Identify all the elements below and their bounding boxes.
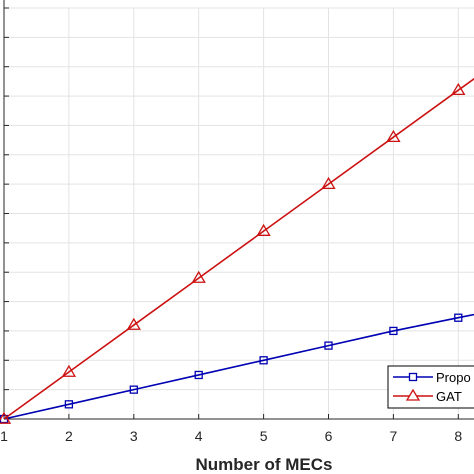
x-tick-label: 4 bbox=[195, 428, 203, 444]
data-point-triangle bbox=[451, 82, 466, 96]
plot-frame bbox=[3, 0, 474, 420]
data-point-square bbox=[129, 385, 138, 394]
series-line-2 bbox=[3, 77, 474, 420]
series-lines bbox=[0, 77, 474, 424]
x-tick-labels: 1 2 3 4 5 6 7 8 bbox=[0, 414, 462, 444]
x-axis-title: Number of MECs bbox=[196, 455, 333, 474]
x-tick-label: 6 bbox=[325, 428, 333, 444]
data-point-triangle bbox=[256, 223, 271, 236]
data-point-triangle bbox=[191, 270, 206, 283]
x-tick-label: 2 bbox=[65, 428, 73, 444]
x-tick-label: 5 bbox=[260, 428, 268, 444]
data-point-triangle bbox=[321, 176, 336, 189]
legend: Propo GAT bbox=[387, 365, 474, 409]
x-tick-label: 3 bbox=[130, 428, 138, 444]
data-point-square bbox=[389, 326, 398, 336]
legend-box bbox=[387, 365, 474, 409]
x-tick-label: 7 bbox=[390, 428, 398, 444]
x-tick-label: 8 bbox=[454, 428, 462, 444]
data-point-triangle bbox=[0, 411, 12, 424]
x-tick-label: 1 bbox=[0, 428, 8, 444]
series-line-1 bbox=[3, 313, 474, 420]
data-point-triangle bbox=[61, 364, 77, 377]
legend-label: Propo bbox=[436, 370, 471, 385]
data-point-triangle bbox=[386, 129, 401, 143]
data-point-square bbox=[194, 370, 203, 380]
data-point-square bbox=[454, 313, 463, 322]
legend-label: GAT bbox=[436, 389, 462, 404]
legend-marker-triangle bbox=[405, 388, 421, 401]
grid bbox=[4, 7, 474, 420]
legend-marker-square bbox=[408, 372, 418, 382]
data-point-square bbox=[324, 341, 333, 350]
data-point-square bbox=[259, 356, 268, 365]
data-point-square bbox=[64, 400, 74, 409]
data-point-triangle bbox=[126, 317, 141, 330]
